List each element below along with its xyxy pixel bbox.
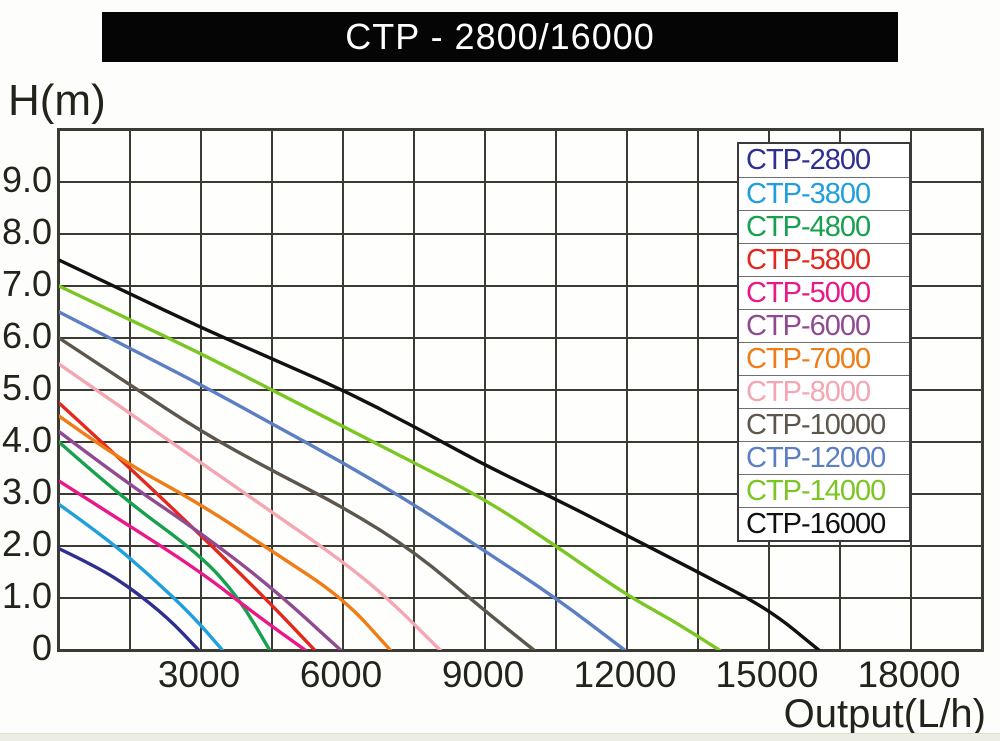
legend-item-ctp-4800: CTP-4800 — [739, 210, 909, 243]
legend-item-ctp-7000: CTP-7000 — [739, 342, 909, 375]
y-tick-label: 3.0 — [1, 471, 52, 512]
x-tick-label: 6000 — [299, 654, 383, 695]
curve-ctp-3800 — [59, 502, 224, 650]
legend-item-ctp-12000: CTP-12000 — [739, 441, 909, 474]
curve-ctp-12000 — [59, 310, 627, 650]
legend-item-ctp-14000: CTP-14000 — [739, 474, 909, 507]
legend-item-ctp-5800: CTP-5800 — [739, 243, 909, 276]
x-tick-label: 15000 — [715, 654, 819, 695]
x-tick-label: 18000 — [857, 654, 961, 695]
legend-item-ctp-16000: CTP-16000 — [739, 507, 909, 540]
curve-ctp-5000 — [59, 479, 307, 650]
curve-ctp-7000 — [59, 414, 392, 650]
curve-ctp-6000 — [59, 429, 343, 650]
x-tick-label: 9000 — [441, 654, 525, 695]
y-tick-label: 7.0 — [1, 263, 52, 304]
y-tick-label: 6.0 — [1, 315, 52, 356]
chart-title: CTP - 2800/16000 — [345, 16, 655, 57]
legend-item-ctp-8000: CTP-8000 — [739, 375, 909, 408]
y-tick-label: 9.0 — [1, 159, 52, 200]
curve-ctp-8000 — [59, 362, 442, 650]
pump-curves-canvas — [59, 258, 821, 650]
x-axis-title: Output(L/h) — [783, 692, 986, 736]
chart-title-bar: CTP - 2800/16000 — [102, 12, 898, 62]
plot-area: CTP-2800 CTP-3800 CTP-4800 CTP-5800 CTP-5000… — [57, 128, 984, 652]
legend-item-ctp-6000: CTP-6000 — [739, 309, 909, 342]
legend-item-ctp-5000: CTP-5000 — [739, 276, 909, 309]
page-edge-strip — [0, 733, 1000, 741]
x-tick-label: 3000 — [157, 654, 241, 695]
y-tick-label: 2.0 — [1, 523, 52, 564]
legend-item-ctp-3800: CTP-3800 — [739, 177, 909, 210]
y-axis-title: H(m) — [8, 76, 106, 125]
y-tick-label: 0 — [31, 627, 52, 668]
y-tick-label: 8.0 — [1, 211, 52, 252]
legend: CTP-2800 CTP-3800 CTP-4800 CTP-5800 CTP-5000… — [737, 142, 911, 542]
y-tick-label: 4.0 — [1, 419, 52, 460]
x-tick-label: 12000 — [573, 654, 677, 695]
y-tick-label: 1.0 — [1, 575, 52, 616]
curve-ctp-4800 — [59, 440, 272, 650]
curve-ctp-14000 — [59, 284, 721, 650]
curve-ctp-2800 — [59, 546, 201, 650]
legend-item-ctp-10000: CTP-10000 — [739, 408, 909, 441]
legend-item-ctp-2800: CTP-2800 — [746, 144, 871, 176]
y-tick-label: 5.0 — [1, 367, 52, 408]
curve-ctp-16000 — [59, 258, 821, 650]
curve-ctp-10000 — [59, 336, 536, 650]
